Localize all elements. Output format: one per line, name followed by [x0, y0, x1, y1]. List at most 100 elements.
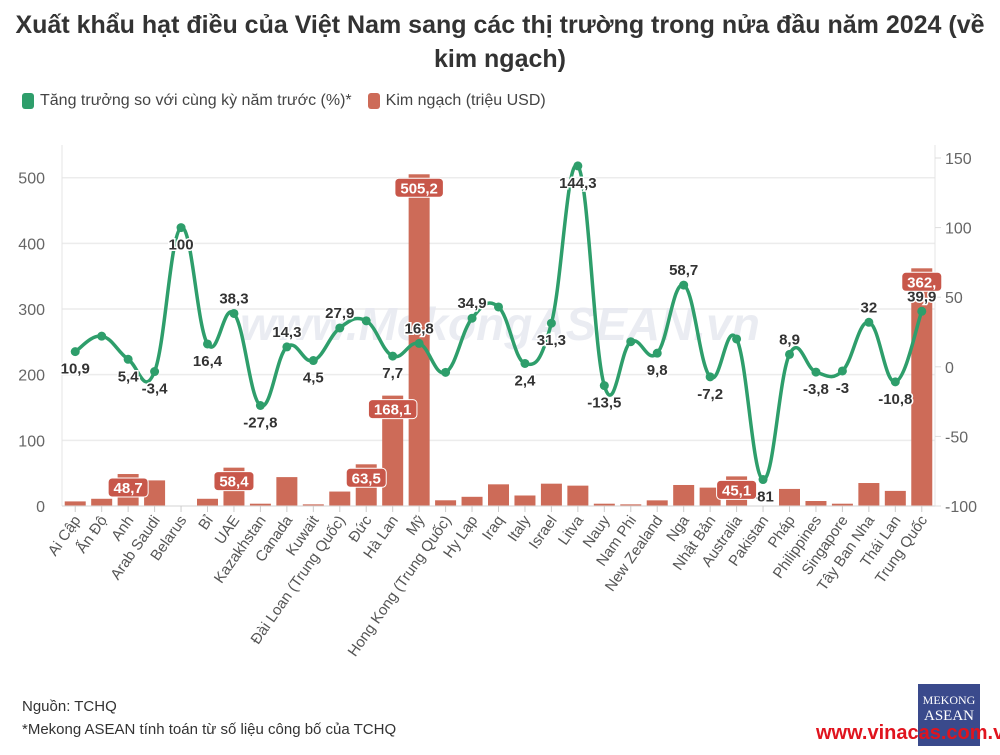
growth-data-label: -10,8: [878, 391, 912, 408]
bar: [673, 484, 695, 506]
bar-data-label-bg: [901, 271, 943, 292]
growth-point: [255, 400, 265, 410]
bar: [144, 480, 166, 506]
bar: [593, 503, 615, 506]
bar: [435, 500, 457, 506]
legend: Tăng trưởng so với cùng kỳ năm trước (%)…: [22, 92, 546, 110]
bar: [699, 487, 721, 506]
growth-point: [705, 372, 715, 382]
growth-point: [652, 348, 662, 358]
left-tick-label: 0: [36, 499, 45, 516]
bar: [461, 496, 483, 506]
growth-data-label: 27,9: [325, 305, 354, 322]
growth-point: [176, 223, 186, 233]
growth-data-label: -7,2: [697, 386, 723, 403]
footnote: *Mekong ASEAN tính toán từ số liệu công …: [22, 721, 397, 738]
growth-data-label: 16,8: [405, 320, 434, 337]
growth-data-label: 100: [169, 237, 194, 254]
bar: [779, 488, 800, 506]
right-tick-label: -50: [945, 429, 968, 446]
growth-data-label: 32: [861, 299, 878, 316]
bar: [276, 477, 298, 506]
growth-point: [520, 358, 530, 368]
bar-data-label: 168,1: [374, 402, 412, 419]
bar: [567, 485, 589, 506]
growth-point: [203, 339, 212, 349]
left-tick-label: 100: [18, 433, 45, 450]
bar: [91, 498, 113, 506]
left-tick-label: 500: [18, 171, 45, 188]
growth-data-label: 38,3: [219, 290, 248, 307]
bar: [884, 490, 906, 506]
growth-point: [123, 354, 133, 364]
x-tick-label: Bỉ: [195, 512, 217, 533]
growth-data-label: 7,7: [382, 365, 403, 382]
growth-point: [546, 318, 556, 328]
growth-point: [890, 377, 900, 387]
growth-point: [229, 308, 239, 318]
growth-point: [599, 381, 609, 391]
growth-point: [335, 323, 345, 333]
legend-swatch-value: [367, 93, 380, 109]
bar: [514, 495, 536, 506]
growth-point: [361, 316, 371, 326]
growth-point: [864, 317, 874, 327]
bar: [831, 503, 853, 506]
bar-data-label-bg: [213, 471, 255, 492]
bar: [540, 483, 562, 506]
bar: [620, 504, 642, 506]
right-tick-label: 0: [945, 360, 954, 377]
bar: [858, 483, 880, 506]
bar-data-label-bg: [107, 477, 149, 498]
growth-data-label: -13,5: [587, 395, 621, 412]
bar-data-label: 63,5: [352, 470, 381, 487]
growth-data-label: 10,9: [61, 361, 90, 378]
bar-data-label: 362,: [907, 274, 936, 291]
left-tick-label: 300: [18, 302, 45, 319]
growth-point: [811, 367, 821, 377]
source-note: Nguồn: TCHQ: [22, 698, 117, 715]
legend-swatch-growth: [22, 93, 34, 109]
bar: [302, 504, 324, 506]
right-tick-label: 50: [945, 290, 963, 307]
growth-point: [732, 334, 742, 344]
growth-data-label: 9,8: [647, 362, 668, 379]
right-tick-label: 100: [945, 221, 972, 238]
growth-data-label: 34,9: [457, 295, 486, 312]
growth-data-label: 4,5: [303, 370, 324, 387]
growth-data-label: 16,4: [193, 353, 223, 370]
bar-data-label: 58,4: [219, 474, 249, 491]
growth-point: [917, 306, 927, 316]
right-tick-label: -100: [945, 499, 977, 516]
growth-point: [573, 161, 583, 171]
growth-point: [308, 356, 318, 366]
legend-label-growth: Tăng trưởng so với cùng kỳ năm trước (%)…: [40, 92, 352, 109]
growth-point: [70, 347, 80, 357]
site-watermark: www.vinacas.com.vn: [816, 722, 1000, 744]
growth-point: [441, 367, 451, 377]
growth-point: [494, 302, 503, 312]
chart-title: Xuất khẩu hạt điều của Việt Nam sang các…: [15, 11, 985, 73]
x-tick-label: Iraq: [479, 513, 508, 544]
growth-data-label: -3,8: [803, 381, 829, 398]
bar-data-label: 48,7: [114, 480, 143, 497]
growth-data-label: 144,3: [559, 175, 597, 192]
bar-data-label-bg: [394, 177, 444, 198]
bar-data-label: 45,1: [722, 482, 751, 499]
bar: [249, 503, 271, 506]
right-tick-label: 150: [945, 151, 972, 168]
growth-point: [837, 366, 847, 376]
growth-point: [414, 338, 424, 348]
bar-data-label: 505,2: [400, 180, 438, 197]
x-tick-label: Ai Cập: [45, 513, 85, 560]
growth-point: [626, 337, 636, 347]
chart: 0100200300400500-100-50050100150www.Meko…: [18, 145, 977, 660]
bar-data-label-bg: [345, 467, 387, 488]
x-tick-label: Israel: [526, 513, 561, 553]
left-tick-label: 400: [18, 236, 45, 253]
growth-data-label: -27,8: [243, 414, 277, 431]
growth-point: [758, 475, 768, 485]
bar: [646, 500, 668, 506]
mekong-asean-logo: MEKONG ASEAN: [918, 684, 980, 746]
bar: [382, 395, 404, 506]
